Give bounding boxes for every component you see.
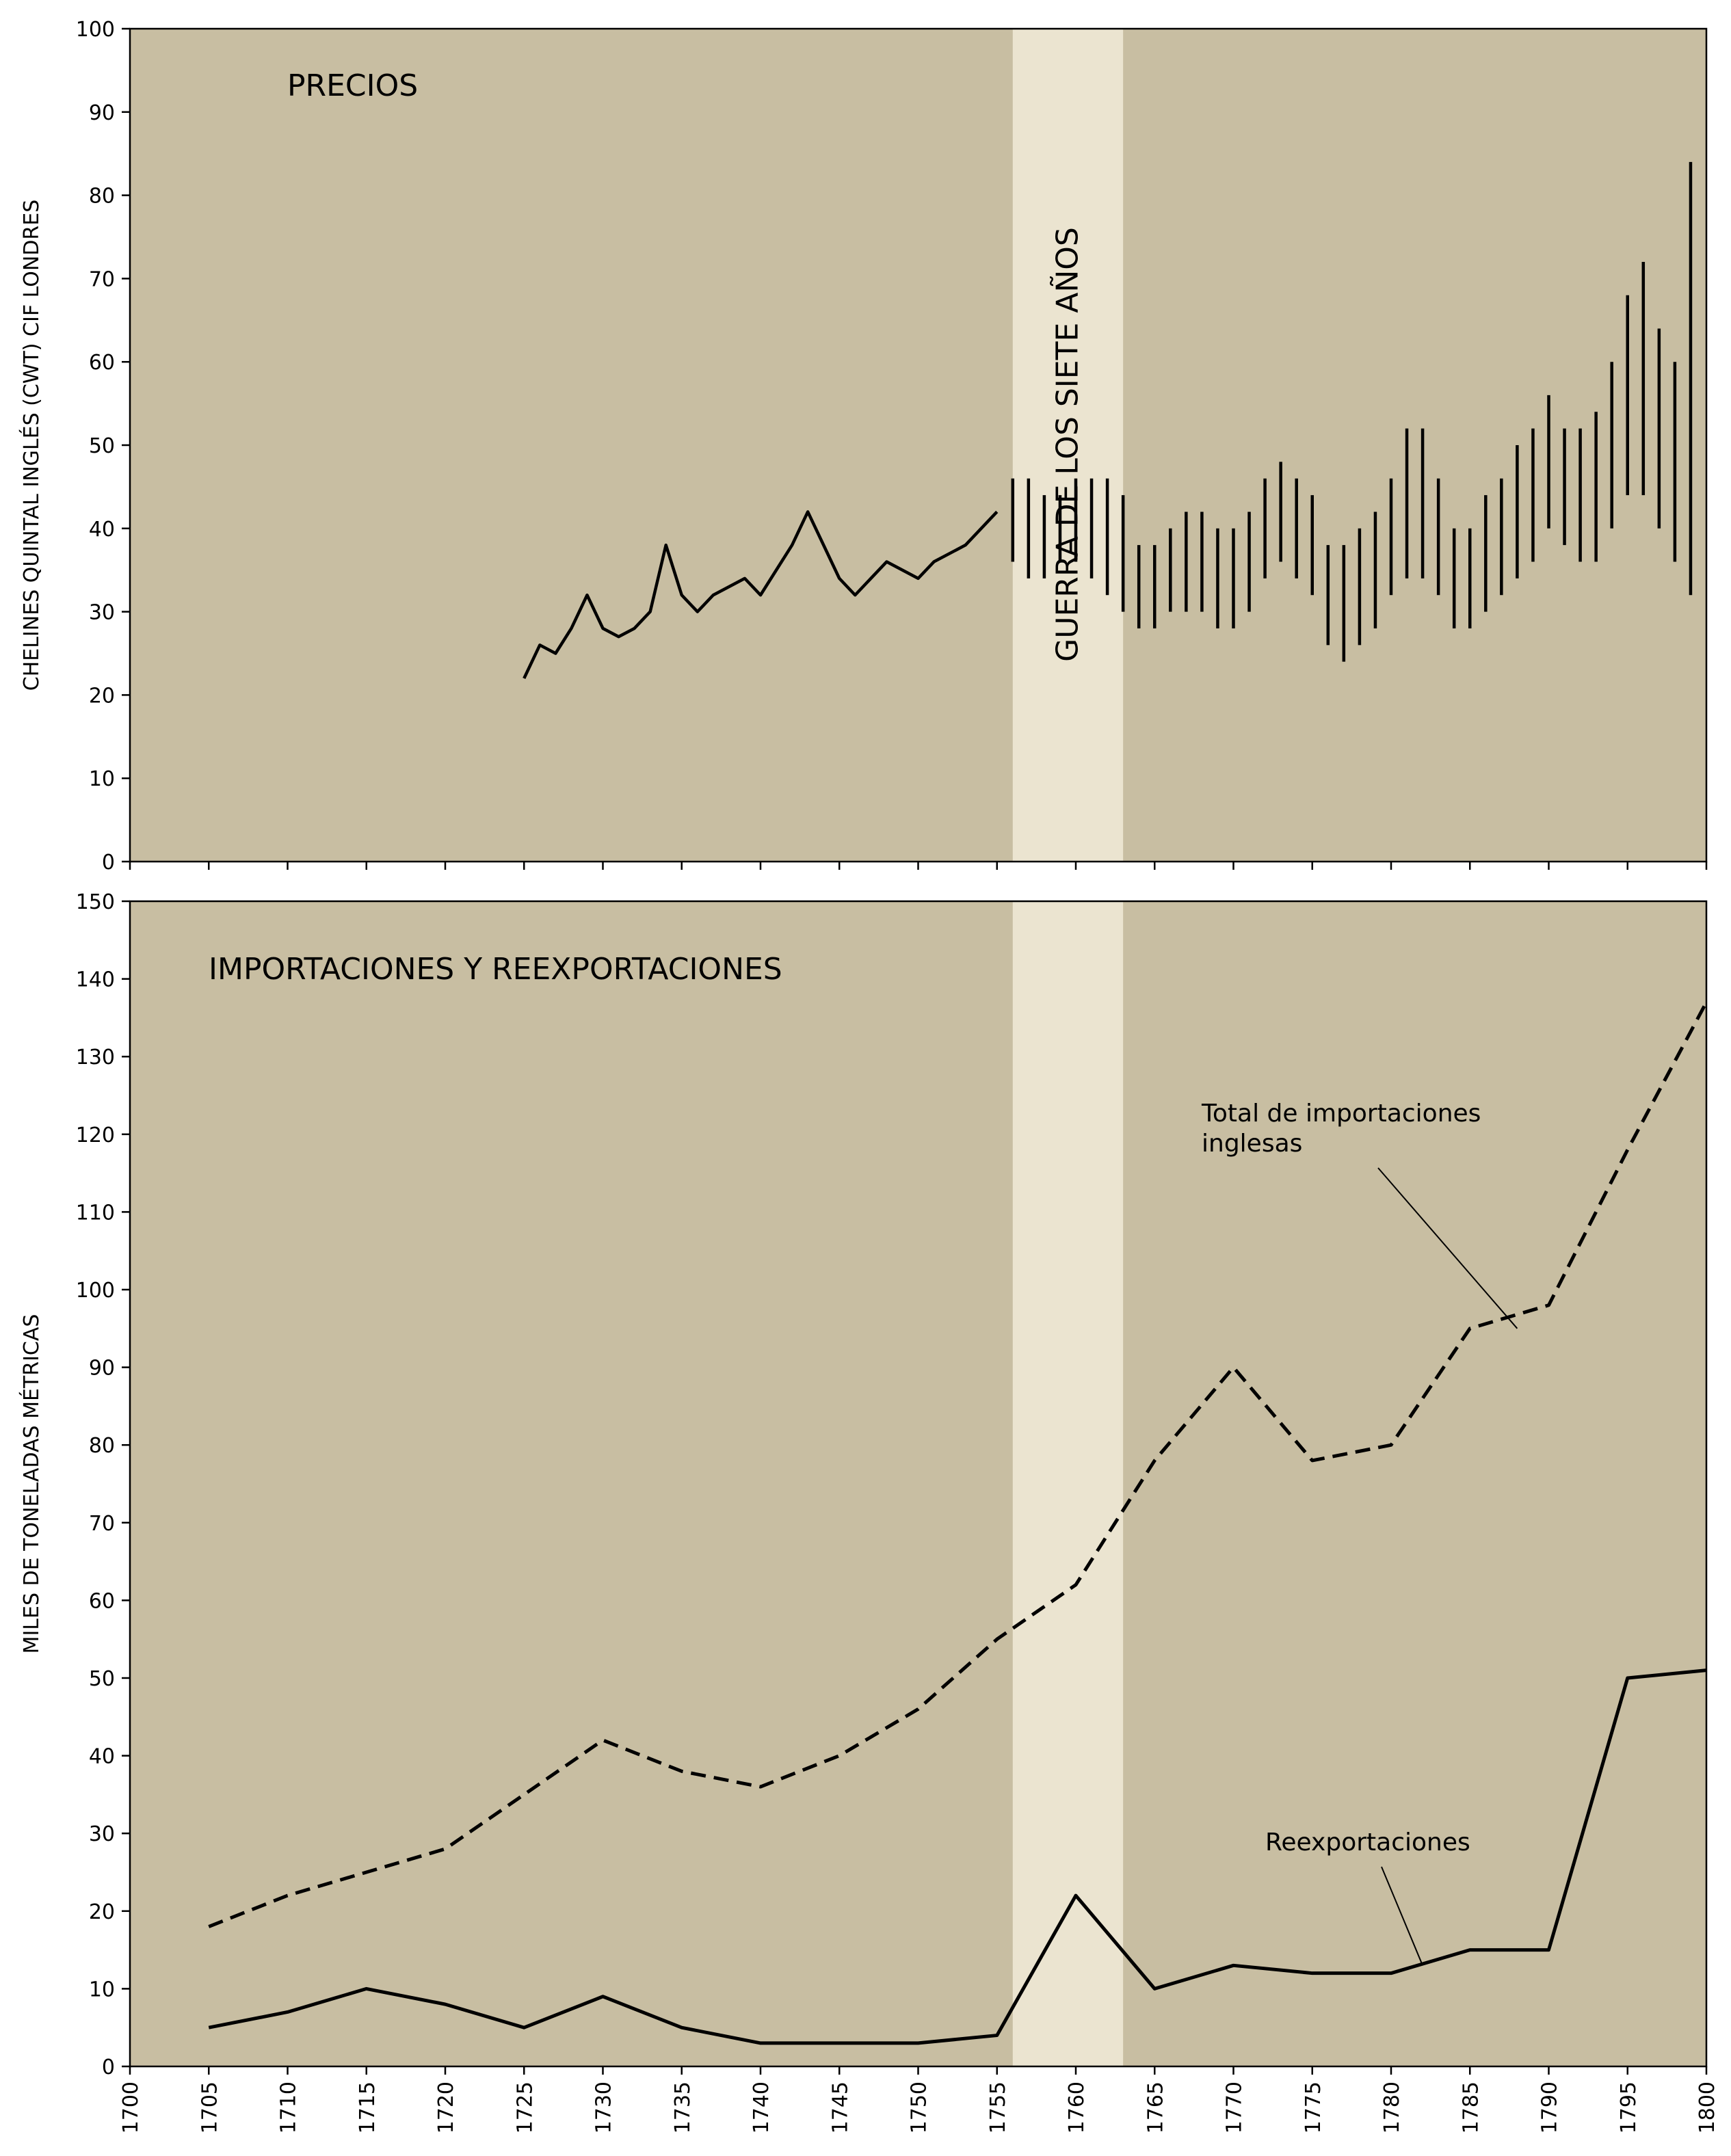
y-tick-label: 20: [89, 1900, 115, 1924]
y-tick-label: 10: [89, 1978, 115, 2001]
prices-range-bars: [1011, 161, 1693, 662]
x-tick-label: 1720: [434, 2081, 458, 2133]
x-tick-label: 1775: [1301, 2081, 1325, 2133]
imports-panel: Total de importaciones inglesas Reexport…: [19, 890, 1719, 2133]
x-tick-label: 1735: [671, 2081, 695, 2133]
y-tick-label: 80: [89, 1434, 115, 1458]
x-tick-label: 1710: [277, 2081, 301, 2133]
y-tick-label: 50: [89, 434, 115, 458]
y-tick-label: 40: [89, 518, 115, 542]
y-tick-label: 20: [89, 684, 115, 708]
seven-years-war-label: GUERRA DE LOS SIETE AÑOS: [1049, 227, 1085, 662]
y-tick-label: 60: [89, 1589, 115, 1613]
annotation-total-imports-line2: inglesas: [1202, 1130, 1302, 1158]
y-tick-label: 60: [89, 351, 115, 375]
annotation-reexports: Reexportaciones: [1265, 1828, 1470, 1856]
imports-y-axis-label: MILES DE TONELADAS MÉTRICAS: [19, 1314, 44, 1654]
x-tick-label: 1705: [198, 2081, 222, 2133]
x-tick-label: 1800: [1695, 2081, 1719, 2133]
y-tick-label: 50: [89, 1667, 115, 1691]
y-tick-label: 100: [76, 18, 115, 42]
x-tick-label: 1765: [1144, 2081, 1167, 2133]
prices-panel: 0 10 20 30 40 50 60 70 80 90 100 PRECIOS GUERRA DE…: [19, 18, 1708, 875]
y-tick-label: 0: [102, 2055, 115, 2079]
x-tick-label: 1725: [513, 2081, 537, 2133]
x-tick-label: 1730: [592, 2081, 616, 2133]
seven-years-war-band-lower: [1012, 901, 1124, 2066]
y-tick-label: 140: [76, 968, 115, 992]
y-tick-label: 30: [89, 601, 115, 625]
x-tick-label: 1760: [1065, 2081, 1089, 2133]
y-tick-label: 30: [89, 1822, 115, 1846]
total-imports-line: [208, 1001, 1708, 1928]
prices-panel-title: PRECIOS: [287, 68, 418, 103]
prices-plot-background: [130, 29, 1706, 862]
seven-years-war-band: [1012, 29, 1124, 862]
x-tick-label: 1780: [1380, 2081, 1404, 2133]
imports-y-axis: 0 10 20 30 40 50 60 70 80 90 100 110 120 130 140 150: [76, 890, 130, 2079]
prices-y-axis: 0 10 20 30 40 50 60 70 80 90 100: [76, 18, 130, 875]
x-tick-label: 1750: [908, 2081, 931, 2133]
y-tick-label: 130: [76, 1046, 115, 1069]
x-tick-label: 1770: [1223, 2081, 1247, 2133]
annotation-total-imports-leader: [1377, 1167, 1518, 1329]
y-tick-label: 90: [89, 1357, 115, 1381]
x-tick-label: 1795: [1617, 2081, 1641, 2133]
x-tick-label: 1700: [119, 2081, 143, 2133]
x-tick-label: 1715: [356, 2081, 380, 2133]
x-tick-label: 1785: [1459, 2081, 1483, 2133]
y-tick-label: 150: [76, 890, 115, 914]
imports-series-layer: [208, 1001, 1708, 2045]
y-tick-label: 90: [89, 101, 115, 125]
imports-panel-title: IMPORTACIONES Y REEXPORTACIONES: [209, 952, 782, 987]
y-tick-label: 0: [102, 851, 115, 875]
price-series-line: [523, 510, 999, 680]
imports-x-axis: 1700 1705 1710 1715 1720 1725 1730 1735 1740 1745…: [119, 2066, 1719, 2133]
annotation-reexports-leader: [1381, 1866, 1424, 1966]
prices-y-axis-label: CHELINES QUINTAL INGLÉS (CWT) CIF LONDRE…: [19, 200, 44, 691]
annotation-total-imports-line1: Total de importaciones: [1201, 1100, 1481, 1128]
y-tick-label: 80: [89, 185, 115, 209]
imports-annotations: Total de importaciones inglesas Reexport…: [1201, 1100, 1518, 1966]
y-tick-label: 100: [76, 1279, 115, 1303]
prices-x-ticks: [129, 862, 1708, 870]
y-tick-label: 120: [76, 1123, 115, 1147]
x-tick-label: 1755: [986, 2081, 1010, 2133]
y-tick-label: 110: [76, 1201, 115, 1225]
y-tick-label: 70: [89, 267, 115, 291]
prices-series-layer: [523, 510, 999, 680]
y-tick-label: 10: [89, 767, 115, 791]
x-tick-label: 1745: [828, 2081, 852, 2133]
imports-plot-background: [130, 901, 1706, 2066]
x-tick-label: 1740: [750, 2081, 774, 2133]
x-tick-label: 1790: [1538, 2081, 1562, 2133]
reexports-line: [208, 1668, 1707, 2045]
y-tick-label: 40: [89, 1745, 115, 1769]
y-tick-label: 70: [89, 1512, 115, 1536]
